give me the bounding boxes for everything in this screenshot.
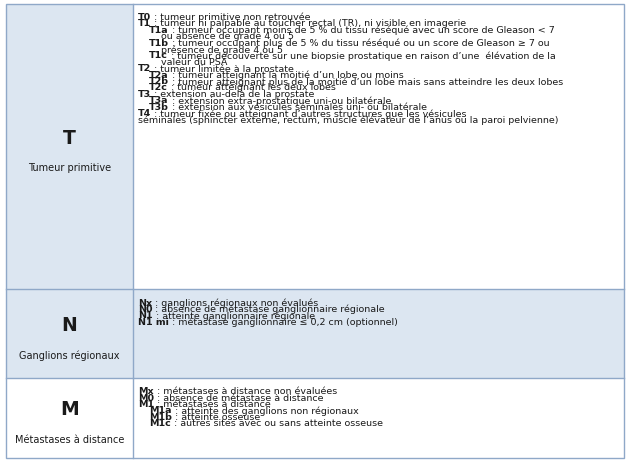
Text: M1: M1	[138, 399, 154, 408]
Text: T2a: T2a	[149, 70, 169, 80]
Text: M1c: M1c	[149, 419, 171, 427]
Text: N1: N1	[138, 311, 152, 319]
Bar	[133, 289, 624, 378]
Text: présence de grade 4 ou 5: présence de grade 4 ou 5	[161, 45, 283, 54]
Text: Métastases à distance: Métastases à distance	[15, 434, 124, 444]
Text: T2c: T2c	[149, 83, 168, 92]
Text: T0: T0	[138, 13, 151, 22]
Text: : tumeur occupant moins de 5 % du tissu réséqué avec un score de Gleason < 7: : tumeur occupant moins de 5 % du tissu …	[169, 26, 554, 35]
Text: T: T	[63, 128, 76, 147]
Text: : absence de métastase à distance: : absence de métastase à distance	[154, 393, 323, 402]
Text: Nx: Nx	[138, 298, 152, 307]
Text: T1c: T1c	[149, 51, 168, 60]
Text: T2b: T2b	[149, 77, 169, 86]
Text: : atteinte ganglionnaire régionale: : atteinte ganglionnaire régionale	[152, 311, 314, 320]
Text: : métastases à distance non évaluées: : métastases à distance non évaluées	[154, 387, 337, 395]
Text: M0: M0	[138, 393, 154, 402]
Text: N0: N0	[138, 304, 152, 313]
Text: : tumeur atteignant plus de la moitié d’un lobe mais sans atteindre les deux lob: : tumeur atteignant plus de la moitié d’…	[169, 77, 563, 86]
Bar	[133, 378, 624, 458]
Text: ou absence de grade 4 ou 5: ou absence de grade 4 ou 5	[161, 32, 294, 41]
Text: : autres sites avec ou sans atteinte osseuse: : autres sites avec ou sans atteinte oss…	[171, 419, 383, 427]
Text: T3: T3	[138, 90, 151, 99]
Text: T4: T4	[138, 109, 151, 118]
Text: : tumeur limitée à la prostate: : tumeur limitée à la prostate	[151, 64, 294, 74]
Bar	[6, 5, 133, 289]
Text: : ganglions régionaux non évalués: : ganglions régionaux non évalués	[152, 298, 318, 307]
Text: M: M	[60, 400, 79, 419]
Text: : tumeur ni palpable au toucher rectal (TR), ni visible en imagerie: : tumeur ni palpable au toucher rectal (…	[151, 19, 466, 28]
Text: T1a: T1a	[149, 26, 169, 35]
Text: N: N	[62, 315, 77, 334]
Text: M1a: M1a	[149, 406, 172, 414]
Text: T3a: T3a	[149, 96, 169, 105]
Text: T1: T1	[138, 19, 151, 28]
Text: M1b: M1b	[149, 412, 172, 421]
Text: T1b: T1b	[149, 38, 169, 48]
Text: : extension aux vésicules séminales uni- ou bilatérale: : extension aux vésicules séminales uni-…	[169, 102, 427, 112]
Bar	[6, 378, 133, 458]
Bar	[133, 5, 624, 289]
Text: : extension au-delà de la prostate: : extension au-delà de la prostate	[151, 90, 314, 99]
Text: T3b: T3b	[149, 102, 169, 112]
Text: : tumeur découverte sur une biopsie prostatique en raison d’une  élévation de la: : tumeur découverte sur une biopsie pros…	[168, 51, 556, 61]
Text: valeur du PSA: valeur du PSA	[161, 58, 227, 67]
Text: : tumeur primitive non retrouvée: : tumeur primitive non retrouvée	[151, 13, 311, 22]
Text: Tumeur primitive: Tumeur primitive	[28, 163, 111, 173]
Text: : atteinte des ganglions non régionaux: : atteinte des ganglions non régionaux	[172, 406, 358, 415]
Text: : tumeur occupant plus de 5 % du tissu réséqué ou un score de Gleason ≥ 7 ou: : tumeur occupant plus de 5 % du tissu r…	[169, 38, 550, 48]
Text: : atteinte osseuse: : atteinte osseuse	[172, 412, 260, 421]
Text: Mx: Mx	[138, 387, 154, 395]
Text: séminales (sphincter externe, rectum, muscle élévateur de l’anus ou la paroi pel: séminales (sphincter externe, rectum, mu…	[138, 115, 558, 125]
Text: : tumeur fixée ou atteignant d’autres structures que les vésicules: : tumeur fixée ou atteignant d’autres st…	[151, 109, 467, 118]
Text: : métastases à distance: : métastases à distance	[154, 399, 271, 408]
Text: : absence de métastase ganglionnaire régionale: : absence de métastase ganglionnaire rég…	[152, 304, 385, 314]
Bar	[6, 289, 133, 378]
Text: : métastase ganglionnaire ≤ 0,2 cm (optionnel): : métastase ganglionnaire ≤ 0,2 cm (opti…	[169, 317, 398, 326]
Text: : extension extra-prostatique uni-ou bilatérale: : extension extra-prostatique uni-ou bil…	[169, 96, 391, 106]
Text: : tumeur atteignant les deux lobes: : tumeur atteignant les deux lobes	[168, 83, 336, 92]
Text: Ganglions régionaux: Ganglions régionaux	[20, 350, 120, 360]
Text: : tumeur atteignant la moitié d’un lobe ou moins: : tumeur atteignant la moitié d’un lobe …	[169, 70, 404, 80]
Text: N1 mi: N1 mi	[138, 317, 169, 326]
Text: T2: T2	[138, 64, 151, 73]
